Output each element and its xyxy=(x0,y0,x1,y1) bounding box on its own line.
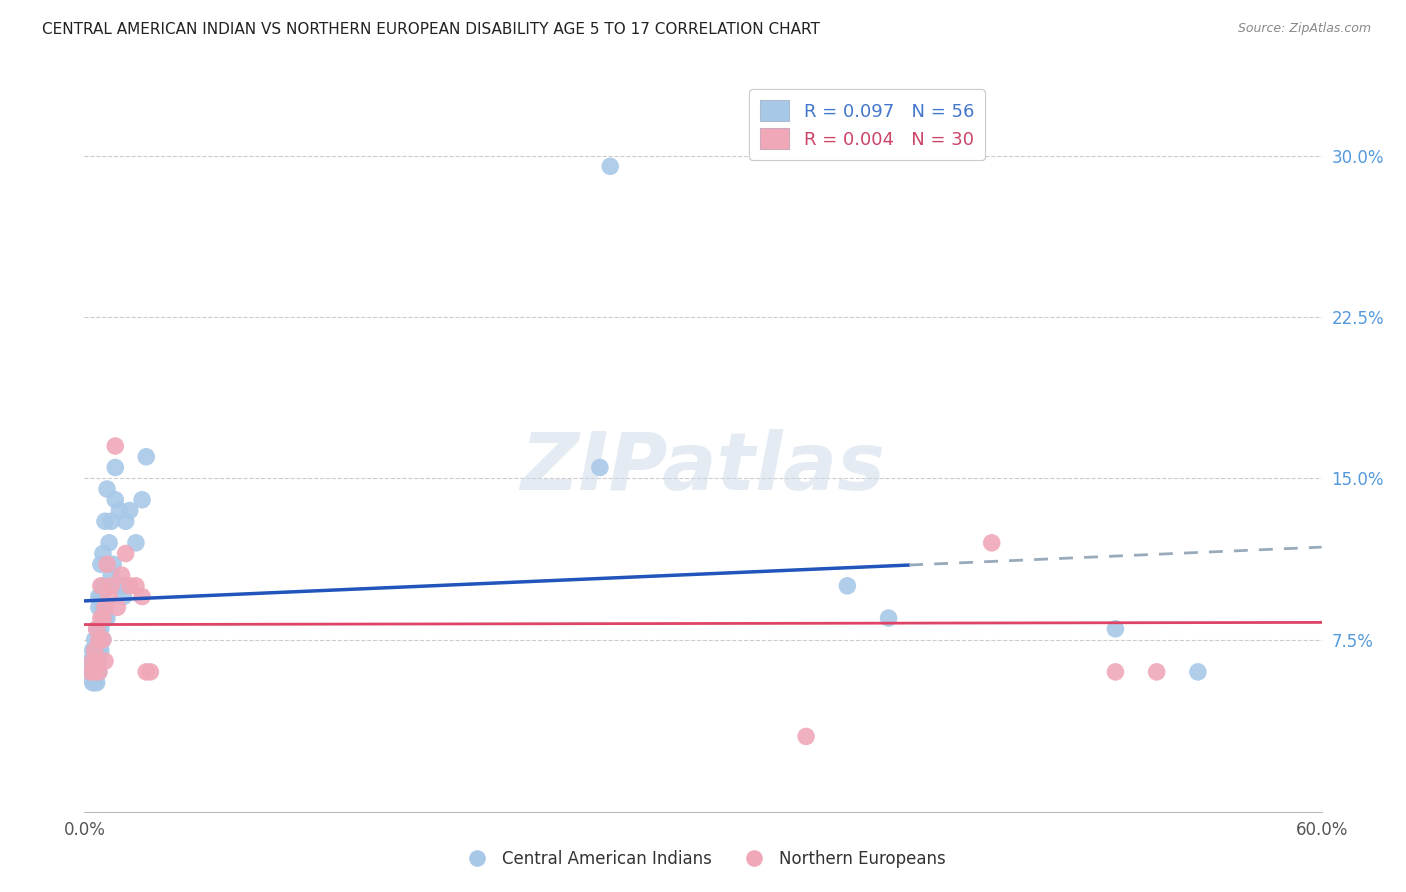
Point xyxy=(114,514,136,528)
Point xyxy=(91,600,114,615)
Point xyxy=(79,654,101,668)
Point xyxy=(98,536,121,550)
Point xyxy=(90,579,112,593)
Point xyxy=(599,159,621,173)
Point xyxy=(100,568,122,582)
Point xyxy=(79,665,101,679)
Point xyxy=(1146,665,1168,679)
Point xyxy=(90,590,112,604)
Point xyxy=(87,632,110,647)
Point xyxy=(96,611,118,625)
Point xyxy=(83,632,105,647)
Point xyxy=(82,665,104,679)
Point xyxy=(104,460,127,475)
Point xyxy=(100,579,122,593)
Point xyxy=(118,503,141,517)
Point xyxy=(83,643,105,657)
Point xyxy=(877,611,900,625)
Legend: R = 0.097   N = 56, R = 0.004   N = 30: R = 0.097 N = 56, R = 0.004 N = 30 xyxy=(749,89,984,160)
Point xyxy=(1187,665,1209,679)
Point xyxy=(98,590,121,604)
Point xyxy=(79,665,101,679)
Point xyxy=(91,579,114,593)
Point xyxy=(1104,622,1126,636)
Point xyxy=(82,654,104,668)
Point xyxy=(125,536,148,550)
Point xyxy=(87,654,110,668)
Point xyxy=(108,503,131,517)
Point xyxy=(82,654,104,668)
Point xyxy=(94,600,117,615)
Point xyxy=(110,579,132,593)
Point xyxy=(96,558,118,572)
Point xyxy=(82,675,104,690)
Point xyxy=(87,665,110,679)
Point xyxy=(77,665,100,679)
Point xyxy=(100,514,122,528)
Point xyxy=(112,590,135,604)
Point xyxy=(135,665,157,679)
Point xyxy=(131,590,153,604)
Point xyxy=(98,579,121,593)
Point xyxy=(94,611,117,625)
Point xyxy=(83,665,105,679)
Point xyxy=(105,579,128,593)
Legend: Central American Indians, Northern Europeans: Central American Indians, Northern Europ… xyxy=(454,844,952,875)
Point xyxy=(86,665,108,679)
Point xyxy=(110,568,132,582)
Point xyxy=(105,600,128,615)
Point xyxy=(83,654,105,668)
Point xyxy=(91,632,114,647)
Point xyxy=(86,654,108,668)
Point xyxy=(82,643,104,657)
Point xyxy=(90,611,112,625)
Point xyxy=(87,622,110,636)
Point xyxy=(87,590,110,604)
Point xyxy=(87,665,110,679)
Point xyxy=(94,654,117,668)
Point xyxy=(83,665,105,679)
Point xyxy=(91,547,114,561)
Point xyxy=(589,460,612,475)
Point xyxy=(103,558,125,572)
Point xyxy=(794,730,817,744)
Point xyxy=(135,450,157,464)
Point xyxy=(125,579,148,593)
Point xyxy=(118,579,141,593)
Point xyxy=(91,632,114,647)
Point xyxy=(980,536,1002,550)
Point xyxy=(86,622,108,636)
Point xyxy=(91,611,114,625)
Point xyxy=(96,482,118,496)
Text: ZIPatlas: ZIPatlas xyxy=(520,429,886,507)
Point xyxy=(837,579,859,593)
Point xyxy=(83,675,105,690)
Text: CENTRAL AMERICAN INDIAN VS NORTHERN EUROPEAN DISABILITY AGE 5 TO 17 CORRELATION : CENTRAL AMERICAN INDIAN VS NORTHERN EURO… xyxy=(42,22,820,37)
Point xyxy=(94,514,117,528)
Point xyxy=(87,600,110,615)
Point xyxy=(131,492,153,507)
Point xyxy=(104,492,127,507)
Point xyxy=(90,643,112,657)
Point xyxy=(114,547,136,561)
Point xyxy=(87,643,110,657)
Text: Source: ZipAtlas.com: Source: ZipAtlas.com xyxy=(1237,22,1371,36)
Point xyxy=(90,622,112,636)
Point xyxy=(86,654,108,668)
Point xyxy=(104,439,127,453)
Point xyxy=(86,622,108,636)
Point xyxy=(90,558,112,572)
Point xyxy=(139,665,162,679)
Point xyxy=(86,675,108,690)
Point xyxy=(1104,665,1126,679)
Point xyxy=(83,643,105,657)
